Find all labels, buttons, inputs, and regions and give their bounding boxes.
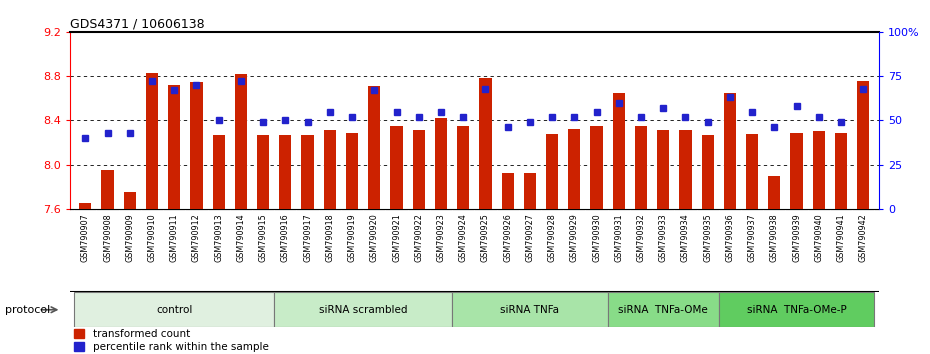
Bar [591,126,603,209]
Text: GSM790922: GSM790922 [414,213,423,262]
Bar [257,135,270,209]
Text: siRNA  TNFa-OMe-P: siRNA TNFa-OMe-P [747,305,846,315]
Text: GSM790930: GSM790930 [592,213,601,262]
Text: GSM790927: GSM790927 [525,213,535,262]
Text: GSM790921: GSM790921 [392,213,401,262]
Bar [435,118,447,209]
Bar [568,129,580,209]
Text: GSM790938: GSM790938 [770,213,779,262]
Text: control: control [156,305,193,315]
Bar [191,82,203,209]
Text: GSM790934: GSM790934 [681,213,690,262]
Bar [479,78,492,209]
Text: GSM790937: GSM790937 [748,213,757,262]
Text: GDS4371 / 10606138: GDS4371 / 10606138 [70,18,205,31]
Bar [613,93,625,209]
Bar [279,135,291,209]
Bar [413,130,425,209]
Text: protocol: protocol [5,305,50,315]
Text: GSM790911: GSM790911 [169,213,179,262]
Bar [719,292,874,327]
Text: GSM790912: GSM790912 [192,213,201,262]
Bar [457,126,470,209]
Text: GSM790929: GSM790929 [570,213,578,262]
Text: GSM790918: GSM790918 [326,213,334,262]
Bar [746,134,758,209]
Text: GSM790908: GSM790908 [103,213,112,262]
Text: GSM790907: GSM790907 [81,213,90,262]
Bar [79,203,91,209]
Text: GSM790939: GSM790939 [792,213,801,262]
Bar [701,135,714,209]
Bar [768,176,780,209]
Text: GSM790933: GSM790933 [658,213,668,262]
Text: GSM790910: GSM790910 [148,213,156,262]
Text: GSM790926: GSM790926 [503,213,512,262]
Bar [368,86,380,209]
Bar [790,132,803,209]
Text: GSM790931: GSM790931 [615,213,623,262]
Text: GSM790919: GSM790919 [348,213,356,262]
Text: GSM790913: GSM790913 [214,213,223,262]
Text: siRNA scrambled: siRNA scrambled [319,305,407,315]
Bar [274,292,452,327]
Bar [391,126,403,209]
Bar [234,74,247,209]
Bar [146,73,158,209]
Text: GSM790928: GSM790928 [548,213,556,262]
Text: GSM790925: GSM790925 [481,213,490,262]
Bar [857,80,870,209]
Text: GSM790942: GSM790942 [858,213,868,262]
Bar [324,130,336,209]
Bar [346,132,358,209]
Legend: transformed count, percentile rank within the sample: transformed count, percentile rank withi… [70,325,272,354]
Text: GSM790941: GSM790941 [837,213,845,262]
Bar [658,130,670,209]
Text: GSM790909: GSM790909 [126,213,134,262]
Text: GSM790936: GSM790936 [725,213,735,262]
Text: GSM790935: GSM790935 [703,213,712,262]
Bar [301,135,313,209]
Bar [724,93,736,209]
Bar [813,131,825,209]
Text: GSM790916: GSM790916 [281,213,290,262]
Text: GSM790923: GSM790923 [436,213,445,262]
Text: GSM790924: GSM790924 [458,213,468,262]
Text: GSM790920: GSM790920 [370,213,379,262]
Bar [635,126,647,209]
Bar [213,135,225,209]
Bar [501,173,513,209]
Text: GSM790932: GSM790932 [636,213,645,262]
Text: GSM790914: GSM790914 [236,213,246,262]
Bar [546,134,558,209]
Bar [835,132,847,209]
Bar [679,130,692,209]
Bar [168,85,180,209]
Bar [524,173,536,209]
Text: GSM790940: GSM790940 [815,213,823,262]
Bar [607,292,719,327]
Text: siRNA TNFa: siRNA TNFa [500,305,559,315]
Bar [101,170,113,209]
Bar [124,192,136,209]
Text: GSM790915: GSM790915 [259,213,268,262]
Bar [452,292,607,327]
Text: GSM790917: GSM790917 [303,213,312,262]
Bar [74,292,274,327]
Text: siRNA  TNFa-OMe: siRNA TNFa-OMe [618,305,708,315]
